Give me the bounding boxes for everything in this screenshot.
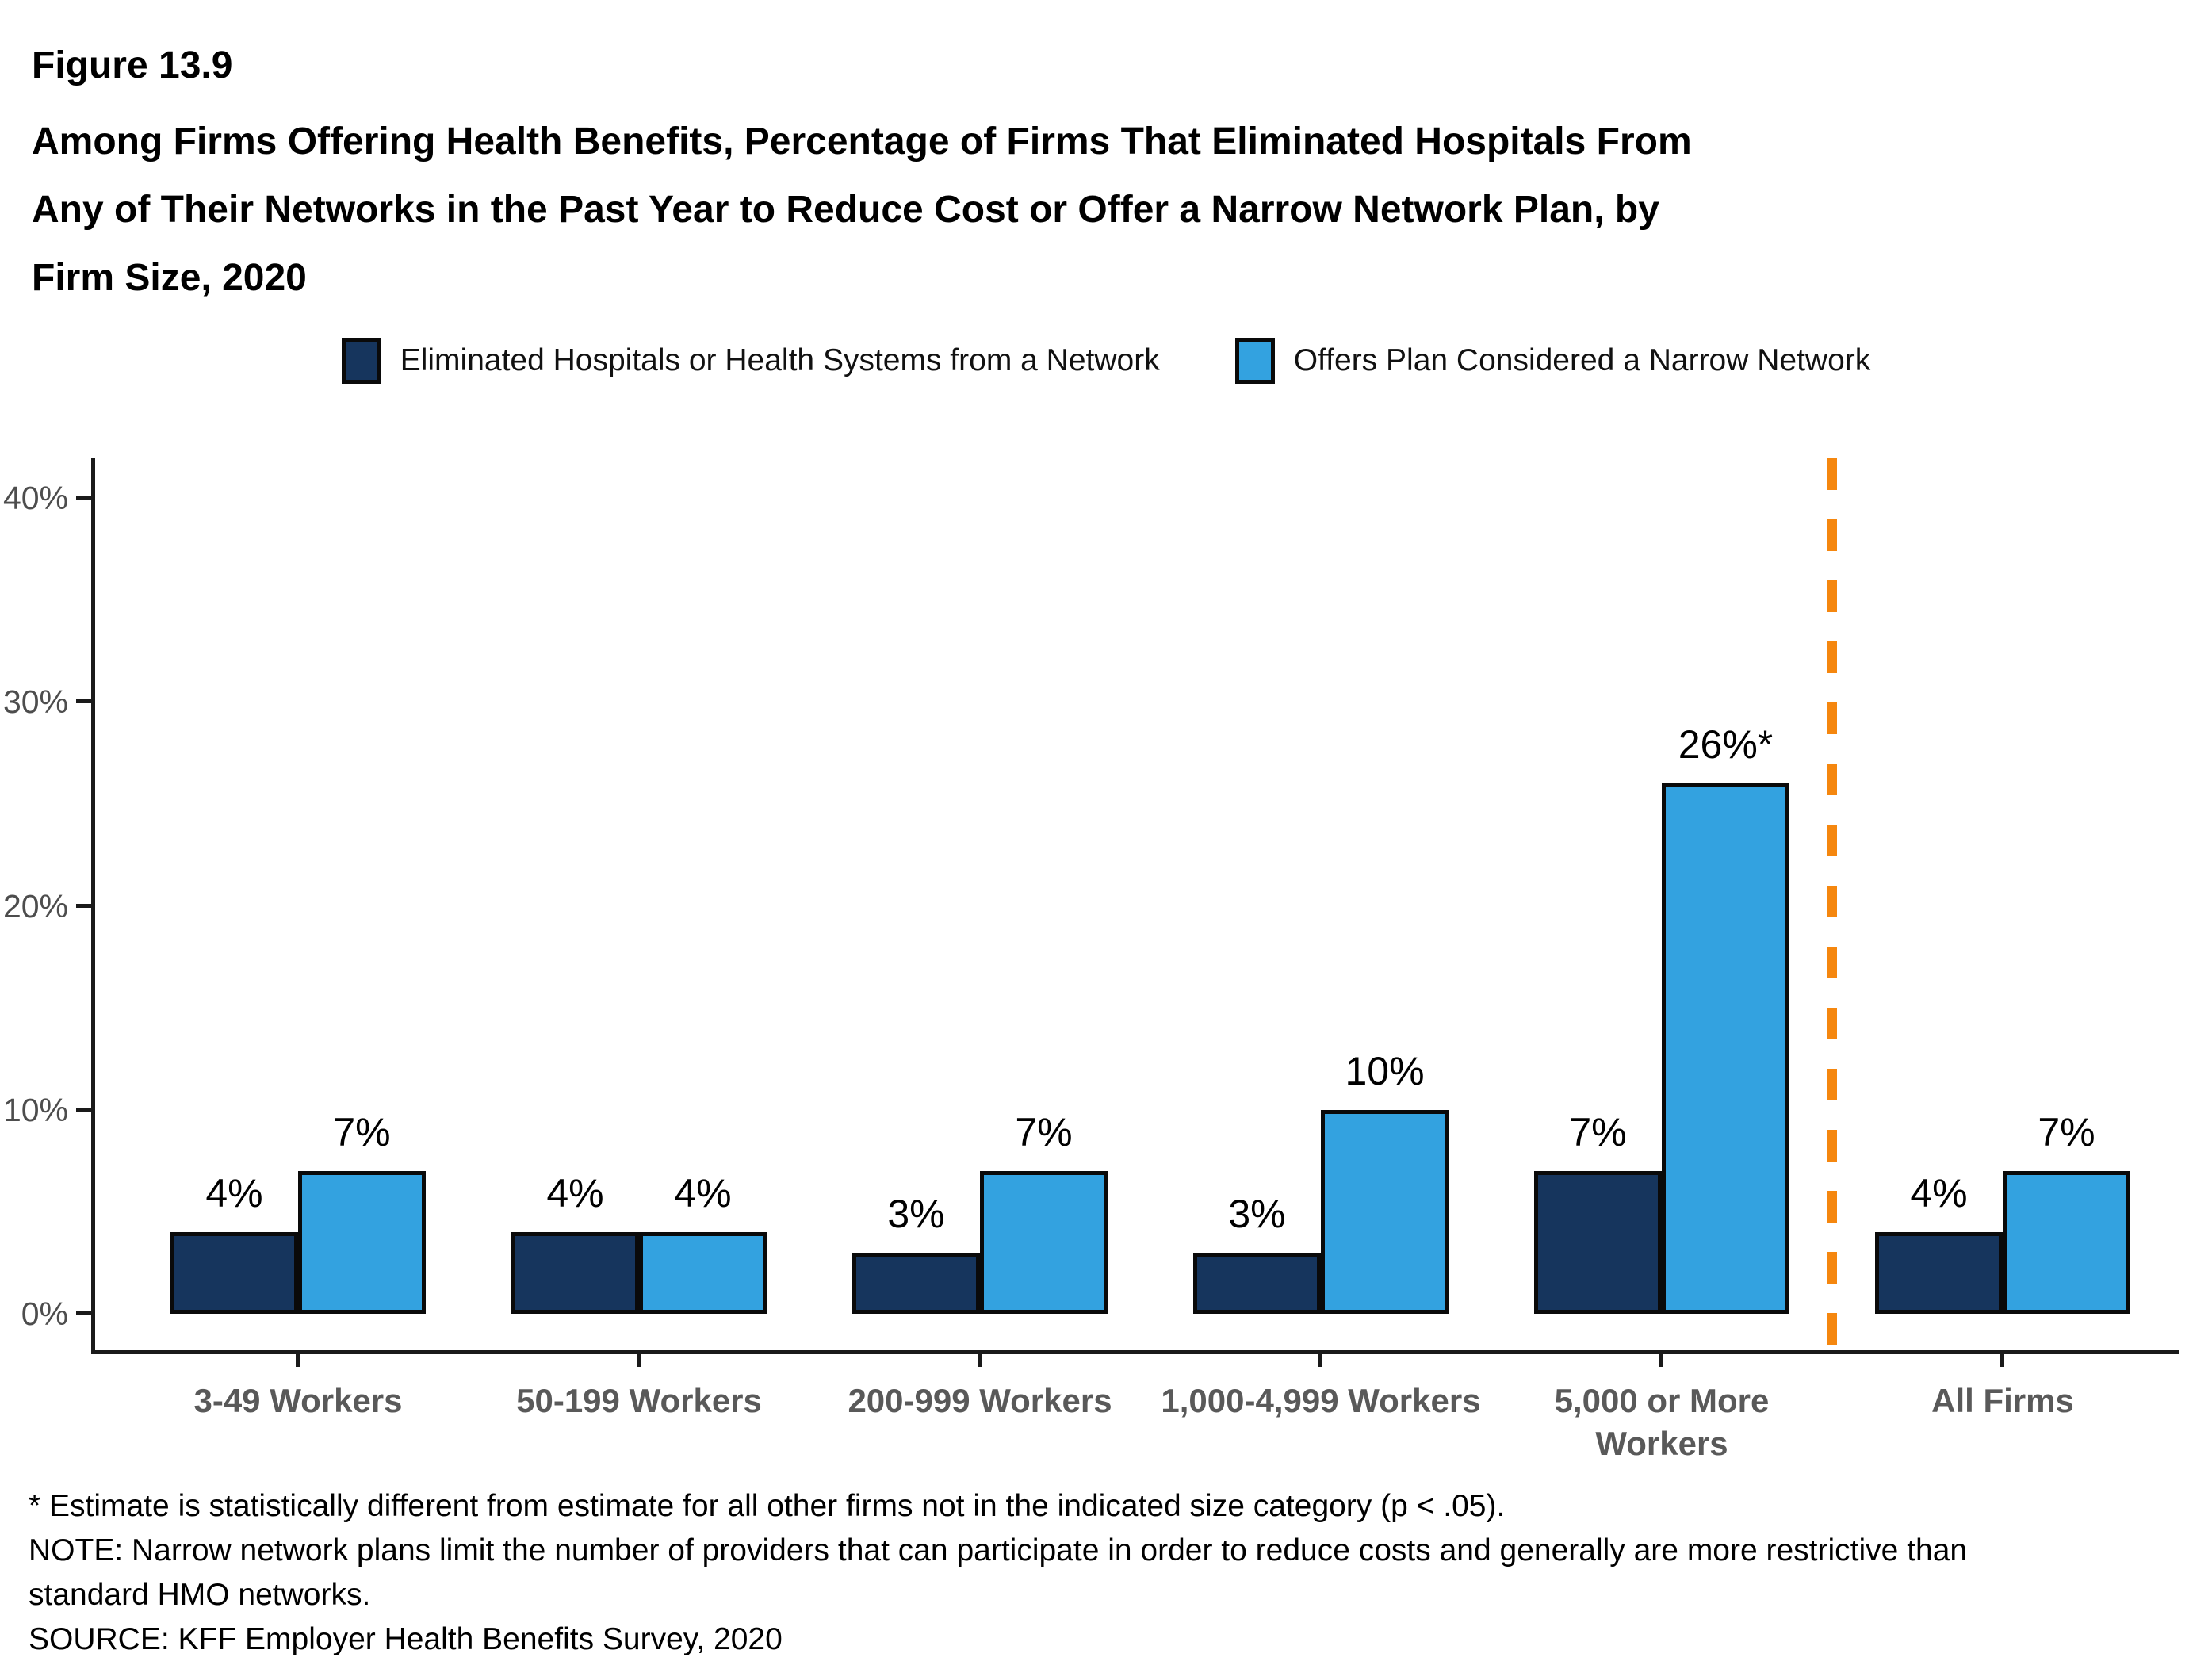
y-tick-label: 20% [2, 887, 68, 924]
legend-item-narrow-network: Offers Plan Considered a Narrow Network [1234, 338, 1871, 384]
y-tick-mark [76, 903, 91, 908]
y-tick-mark [76, 496, 91, 500]
bar-eliminated-hospitals [1534, 1170, 1662, 1314]
x-tick-mark [1659, 1354, 1663, 1367]
x-tick-mark [2000, 1354, 2004, 1367]
bar-value-label: 4% [205, 1171, 263, 1216]
footnotes: * Estimate is statistically different fr… [29, 1484, 2198, 1662]
bar-narrow-network [980, 1170, 1108, 1314]
bar-narrow-network [1321, 1109, 1449, 1314]
bar-value-label: 4% [546, 1171, 604, 1216]
x-tick-mark [978, 1354, 982, 1367]
bar-value-label: 4% [674, 1171, 732, 1216]
bar-value-label: 10% [1345, 1048, 1425, 1093]
category-label: 50-199 Workers [516, 1382, 762, 1419]
legend-swatch-light-blue [1234, 338, 1275, 384]
x-tick-mark [637, 1354, 641, 1367]
bar-value-label: 26%* [1678, 722, 1774, 767]
bar-eliminated-hospitals [1193, 1252, 1321, 1314]
category-label: 5,000 or More Workers [1554, 1382, 1770, 1462]
figure-title: Among Firms Offering Health Benefits, Pe… [32, 121, 1692, 299]
bar-narrow-network [1662, 783, 1789, 1314]
bar-eliminated-hospitals [1875, 1232, 2003, 1314]
legend-item-eliminated-hospitals: Eliminated Hospitals or Health Systems f… [341, 338, 1160, 384]
y-tick-label: 30% [2, 683, 68, 721]
y-tick-mark [76, 1107, 91, 1112]
bar-eliminated-hospitals [852, 1252, 980, 1314]
firm-size-separator-line [1827, 458, 1837, 1350]
bar-value-label: 7% [1015, 1109, 1073, 1154]
bar-value-label: 4% [1910, 1171, 1968, 1216]
category-label: 1,000-4,999 Workers [1161, 1382, 1481, 1419]
legend-label-eliminated-hospitals: Eliminated Hospitals or Health Systems f… [400, 343, 1160, 377]
bar-value-label: 7% [2038, 1109, 2095, 1154]
footnote-significance: * Estimate is statistically different fr… [29, 1489, 1506, 1523]
y-tick-mark [76, 1311, 91, 1315]
figure-number: Figure 13.9 [32, 44, 233, 86]
category-label: All Firms [1931, 1382, 2074, 1419]
y-axis-line [91, 458, 95, 1354]
bar-eliminated-hospitals [511, 1232, 639, 1314]
bar-narrow-network [298, 1170, 426, 1314]
bar-eliminated-hospitals [170, 1232, 298, 1314]
y-tick-label: 0% [21, 1296, 68, 1332]
footnote-source: SOURCE: KFF Employer Health Benefits Sur… [29, 1622, 783, 1656]
bar-narrow-network [2003, 1170, 2130, 1314]
legend-label-narrow-network: Offers Plan Considered a Narrow Network [1293, 343, 1871, 377]
footnote-note: NOTE: Narrow network plans limit the num… [29, 1533, 1968, 1612]
y-tick-label: 40% [2, 480, 68, 517]
x-tick-mark [296, 1354, 300, 1367]
bar-value-label: 7% [333, 1109, 391, 1154]
bar-value-label: 3% [887, 1191, 945, 1236]
x-tick-mark [1318, 1354, 1322, 1367]
legend-swatch-dark-navy [341, 338, 381, 384]
y-tick-label: 10% [2, 1091, 68, 1128]
category-label: 3-49 Workers [193, 1382, 403, 1419]
chart-legend: Eliminated Hospitals or Health Systems f… [0, 338, 2212, 384]
bar-value-label: 7% [1569, 1109, 1627, 1154]
y-tick-mark [76, 699, 91, 704]
bar-value-label: 3% [1228, 1191, 1286, 1236]
figure-header: Figure 13.9 Among Firms Offering Health … [32, 41, 1990, 312]
category-label: 200-999 Workers [848, 1382, 1112, 1419]
x-axis-line [91, 1350, 2179, 1354]
bar-narrow-network [639, 1232, 767, 1314]
